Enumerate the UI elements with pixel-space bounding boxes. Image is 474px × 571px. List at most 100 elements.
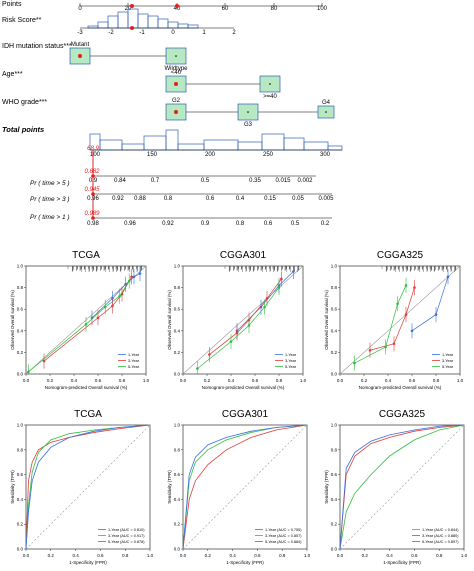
y-axis-label: Sensitivity (TPR) xyxy=(10,470,15,504)
x-axis-label: 1-Specificity (FPR) xyxy=(383,560,421,565)
pr3-tick: 0.05 xyxy=(292,196,304,202)
roc-plot-cgga301: CGGA301 0.0 0.2 0.4 0.6 0.8 1.0 0.0 0.2 0.4 0.6 0.8… xyxy=(167,409,311,565)
pr1-tick: 0.96 xyxy=(124,221,136,227)
series-line xyxy=(182,424,308,550)
pr5-tick: 0.002 xyxy=(297,178,313,184)
x-tick-label: 0.4 xyxy=(72,553,79,558)
risk-tick-label: 2 xyxy=(232,30,236,36)
pr3-highlight: 0.945 xyxy=(84,187,100,193)
pr3-tick: 0.8 xyxy=(164,196,173,202)
y-tick-label: 0.6 xyxy=(331,472,338,477)
reference-diagonal xyxy=(339,424,465,550)
age-level-old: >=40 xyxy=(263,94,277,100)
total-tick-label: 150 xyxy=(147,152,158,158)
pr5-tick: 0.5 xyxy=(201,178,210,184)
legend-label: 1-Year (AUC = 0.755) xyxy=(265,528,302,532)
data-point xyxy=(96,316,100,320)
x-tick-label: 0.6 xyxy=(254,553,261,558)
data-point xyxy=(353,361,356,365)
data-point xyxy=(292,270,295,273)
roc-plot-tcga: TCGA 0.0 0.2 0.4 0.6 0.8 1.0 0.0 0.2 0.4 0.6 0.8 1.0… xyxy=(10,409,154,565)
y-tick-label: 0.4 xyxy=(331,328,338,333)
plot-frame xyxy=(339,265,461,375)
pr1-tick: 0.98 xyxy=(87,221,99,227)
data-point xyxy=(368,348,372,352)
pr3-tick: 0.005 xyxy=(318,196,334,202)
y-tick-label: 0.4 xyxy=(174,328,181,333)
y-tick-label: 1.0 xyxy=(17,264,24,269)
x-tick-label: 0.8 xyxy=(276,378,283,383)
nomo-label-grade: WHO grade*** xyxy=(2,99,47,106)
data-point xyxy=(103,305,107,309)
x-tick-label: 0.0 xyxy=(180,553,187,558)
series-line xyxy=(91,273,141,319)
data-point xyxy=(392,342,396,346)
series-line xyxy=(339,424,465,550)
pr5-tick: 0.9 xyxy=(89,178,98,184)
reference-diagonal xyxy=(182,424,308,550)
y-tick-label: 0.0 xyxy=(17,547,24,552)
data-point xyxy=(229,340,233,343)
y-tick-label: 0.8 xyxy=(174,447,181,452)
data-point xyxy=(111,304,114,308)
points-marker xyxy=(130,4,134,8)
x-axis-label: 1-Specificity (FPR) xyxy=(226,560,264,565)
legend-label: 5-Year xyxy=(442,365,454,369)
series-line xyxy=(354,285,407,364)
x-tick-label: 0.6 xyxy=(252,378,259,383)
nomo-label-pr3: Pr ( time > 3 ) xyxy=(30,196,70,203)
pr5-tick: 0.7 xyxy=(151,178,160,184)
legend-label: 1-Year (AUC = 0.844) xyxy=(422,528,459,532)
plot-frame xyxy=(182,424,308,550)
legend-label: 3-Year xyxy=(285,359,297,363)
series-line xyxy=(25,424,151,550)
y-tick-label: 1.0 xyxy=(331,423,338,428)
x-tick-label: 0.0 xyxy=(180,378,187,383)
y-tick-label: 0.4 xyxy=(17,328,24,333)
plot-title: CGGA301 xyxy=(222,409,269,420)
series-line xyxy=(411,276,449,332)
plot-title: CGGA301 xyxy=(220,250,267,261)
data-point xyxy=(196,367,199,370)
legend-label: 1-Year xyxy=(128,353,140,357)
x-tick-label: 0.6 xyxy=(97,553,104,558)
y-tick-label: 0.6 xyxy=(174,307,181,312)
y-tick-label: 0.6 xyxy=(17,307,24,312)
y-axis-label: Sensitivity (TPR) xyxy=(324,470,329,504)
x-tick-label: 0.2 xyxy=(47,378,54,383)
x-tick-label: 1.0 xyxy=(300,378,307,383)
pr3-tick: 0.6 xyxy=(206,196,215,202)
nomo-label-pr1: Pr ( time > 1 ) xyxy=(30,214,70,221)
points-tick-label: 40 xyxy=(174,6,181,12)
idh-level-wildtype: Wildtype xyxy=(164,66,188,72)
data-point xyxy=(138,272,142,275)
legend-label: 5-Year (AUC = 0.884) xyxy=(265,540,302,544)
data-point xyxy=(235,331,239,335)
age-marker xyxy=(174,82,178,86)
x-tick-label: 0.4 xyxy=(386,553,393,558)
idh-marker xyxy=(78,54,82,58)
data-point xyxy=(446,275,450,279)
reference-diagonal xyxy=(25,424,151,550)
y-tick-label: 0.8 xyxy=(174,285,181,290)
pr3-tick: 0.4 xyxy=(236,196,245,202)
legend-label: 5-Year (AUC = 0.897) xyxy=(422,540,459,544)
x-tick-label: 0.4 xyxy=(228,378,235,383)
risk-marker xyxy=(130,26,134,30)
total-tick-label: 100 xyxy=(90,152,101,158)
x-tick-label: 0.0 xyxy=(23,553,30,558)
legend-label: 3-Year (AUC = 0.917) xyxy=(108,534,145,538)
total-tick-label: 250 xyxy=(263,152,274,158)
x-axis-label: Nomogram-predicted Overall survival (%) xyxy=(45,385,128,390)
age-dot xyxy=(269,83,271,85)
calibration-plot-cgga301: CGGA301 0.0 0.2 0.4 0.6 0.8 1.0 0.0 0.2 0.4 0.6 0.8… xyxy=(167,250,307,390)
pr5-tick: 0.35 xyxy=(249,178,261,184)
y-axis-label: Sensitivity (TPR) xyxy=(167,470,172,504)
grade-level-g2: G2 xyxy=(172,98,181,104)
x-tick-label: 0.4 xyxy=(71,378,78,383)
pr5-tick: 0.84 xyxy=(114,178,126,184)
x-tick-label: 0.2 xyxy=(205,553,212,558)
pr5-highlight: 0.682 xyxy=(84,169,100,175)
pr5-tick: 0.015 xyxy=(275,178,291,184)
x-tick-label: 0.6 xyxy=(411,553,418,558)
